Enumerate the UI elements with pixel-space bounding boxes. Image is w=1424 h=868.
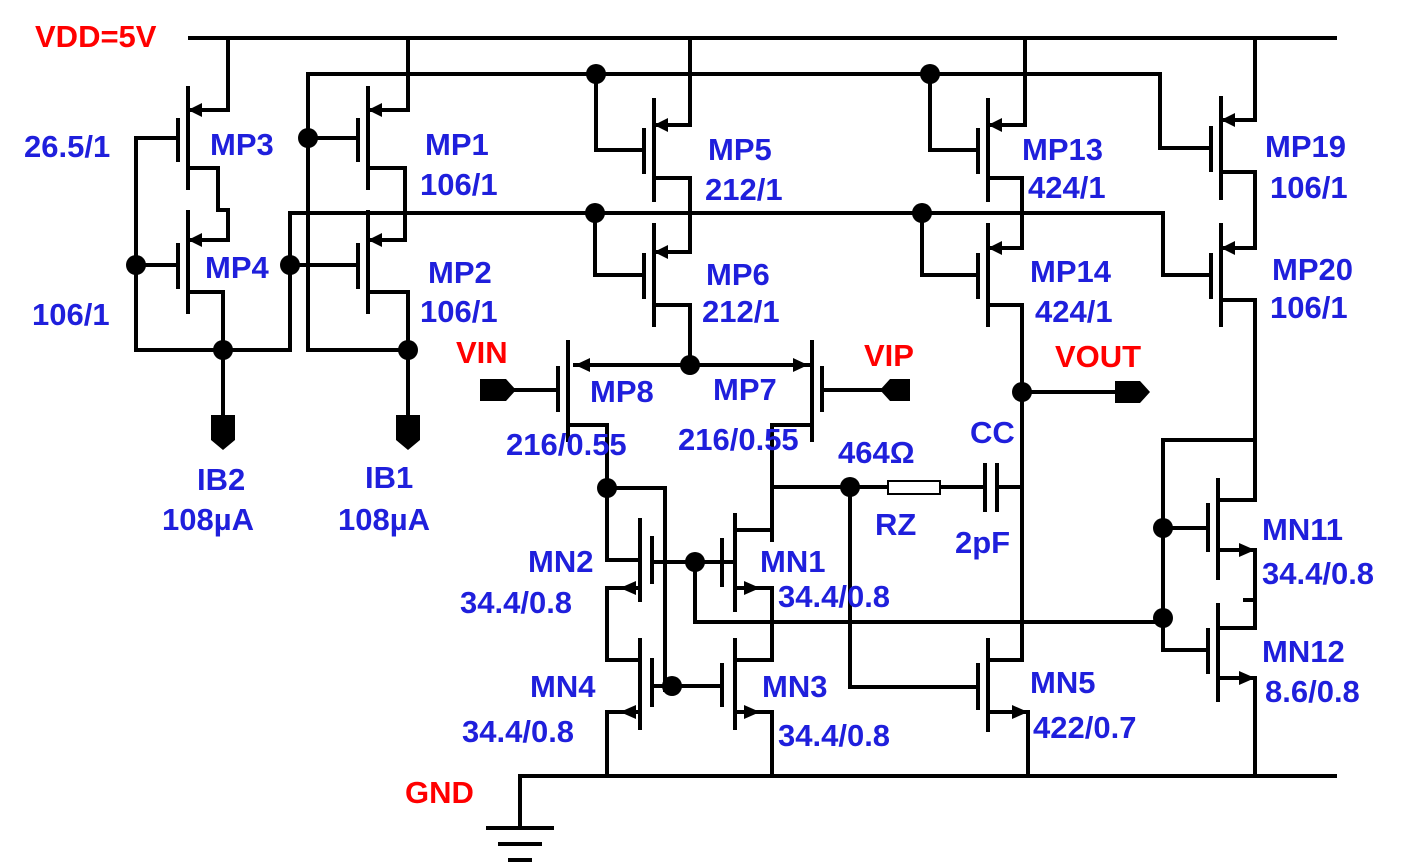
mp6-size: 212/1 <box>702 294 780 329</box>
transistor-mn1 <box>720 513 774 662</box>
ib1-pin <box>396 415 420 450</box>
transistor-mp14 <box>976 223 1024 662</box>
transistor-mp13 <box>976 36 1027 250</box>
transistor-mn5 <box>976 638 1030 778</box>
bias-net-lower <box>134 211 1210 352</box>
mn5-size: 422/0.7 <box>1033 710 1136 745</box>
mp7-size: 216/0.55 <box>678 422 799 457</box>
transistor-mp6 <box>642 223 692 367</box>
transistor-mn12 <box>1161 598 1257 778</box>
bias-net-upper <box>306 72 1210 352</box>
mn3-size: 34.4/0.8 <box>778 718 890 753</box>
vout-label: VOUT <box>1055 339 1141 374</box>
cc-name: CC <box>970 415 1015 450</box>
capacitor-cc <box>983 463 999 512</box>
transistor-mn4 <box>605 638 724 778</box>
transistor-mp19 <box>1209 36 1257 250</box>
transistor-mp3 <box>134 36 230 352</box>
ib2-pin <box>211 415 235 450</box>
mp5-size: 212/1 <box>705 172 783 207</box>
mn4-size: 34.4/0.8 <box>462 714 574 749</box>
mn12-name: MN12 <box>1262 634 1345 669</box>
transistor-mp7 <box>770 340 882 542</box>
cc-value: 2pF <box>955 525 1010 560</box>
vip-pin <box>880 379 910 401</box>
mp2-size: 106/1 <box>420 294 498 329</box>
ib2-value: 108µA <box>162 502 254 537</box>
gnd-label: GND <box>405 775 474 810</box>
mp8-size: 216/0.55 <box>506 427 627 462</box>
mn3-name: MN3 <box>762 669 827 704</box>
mp6-name: MP6 <box>706 257 770 292</box>
vout-wire <box>1020 381 1150 403</box>
mn11-size: 34.4/0.8 <box>1262 556 1374 591</box>
mp5-name: MP5 <box>708 132 772 167</box>
mp14-size: 424/1 <box>1035 294 1113 329</box>
mp4-name: MP4 <box>205 250 270 285</box>
ib2-label: IB2 <box>197 462 245 497</box>
gnd-rail <box>518 774 1337 830</box>
mn11-name: MN11 <box>1262 512 1343 547</box>
ib1-value: 108µA <box>338 502 430 537</box>
transistor-mp1 <box>356 36 410 242</box>
mp20-size: 106/1 <box>1270 290 1348 325</box>
transistor-mn2 <box>605 486 737 692</box>
mp2-name: MP2 <box>428 255 492 290</box>
vin-pin <box>480 379 516 401</box>
mn4-name: MN4 <box>530 669 596 704</box>
mp20-name: MP20 <box>1272 252 1353 287</box>
mn5-name: MN5 <box>1030 665 1095 700</box>
transistor-mp20 <box>1209 223 1257 502</box>
compensation-wire <box>770 485 1024 689</box>
mp8-name: MP8 <box>590 374 654 409</box>
ib1-label: IB1 <box>365 460 413 495</box>
rz-name: RZ <box>875 507 916 542</box>
mp3-name: MP3 <box>210 127 274 162</box>
mp14-name: MP14 <box>1030 254 1112 289</box>
resistor-rz <box>887 480 941 495</box>
mp1-size: 106/1 <box>420 167 498 202</box>
mp1-name: MP1 <box>425 127 489 162</box>
mp19-size: 106/1 <box>1270 170 1348 205</box>
mp19-name: MP19 <box>1265 129 1346 164</box>
junction-dots <box>126 64 1173 696</box>
mp13-name: MP13 <box>1022 132 1103 167</box>
mn2-name: MN2 <box>528 544 593 579</box>
vdd-label: VDD=5V <box>35 19 157 54</box>
mp3-size: 26.5/1 <box>24 129 110 164</box>
transistor-mn3 <box>720 638 774 778</box>
mp13-size: 424/1 <box>1028 170 1106 205</box>
transistor-mp5 <box>642 36 692 254</box>
vin-label: VIN <box>456 335 508 370</box>
transistor-mn11 <box>1161 438 1257 652</box>
mn1-name: MN1 <box>760 544 825 579</box>
mn1-size: 34.4/0.8 <box>778 579 890 614</box>
transistor-mp4 <box>134 208 230 417</box>
vip-label: VIP <box>864 338 914 373</box>
mn2-size: 34.4/0.8 <box>460 585 572 620</box>
mp4-size: 106/1 <box>32 297 110 332</box>
rz-value: 464Ω <box>838 435 915 470</box>
mn12-size: 8.6/0.8 <box>1265 674 1360 709</box>
mp7-name: MP7 <box>713 372 777 407</box>
ground-symbol <box>486 826 554 862</box>
transistor-mp2 <box>356 210 410 417</box>
